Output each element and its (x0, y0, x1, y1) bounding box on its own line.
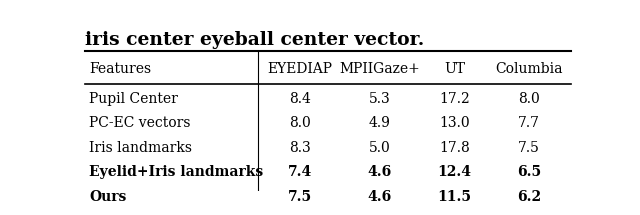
Text: PC-EC vectors: PC-EC vectors (89, 117, 191, 131)
Text: Ours: Ours (89, 190, 126, 204)
Text: 12.4: 12.4 (438, 166, 472, 180)
Text: Eyelid+Iris landmarks: Eyelid+Iris landmarks (89, 166, 263, 180)
Text: 7.5: 7.5 (288, 190, 312, 204)
Text: 4.9: 4.9 (369, 117, 391, 131)
Text: EYEDIAP: EYEDIAP (268, 62, 333, 76)
Text: Pupil Center: Pupil Center (89, 92, 178, 106)
Text: 6.5: 6.5 (517, 166, 541, 180)
Text: 8.3: 8.3 (289, 141, 311, 155)
Text: 7.7: 7.7 (518, 117, 540, 131)
Text: MPIIGaze+: MPIIGaze+ (339, 62, 420, 76)
Text: 11.5: 11.5 (438, 190, 472, 204)
Text: iris center eyeball center vector.: iris center eyeball center vector. (85, 31, 424, 49)
Text: 13.0: 13.0 (439, 117, 470, 131)
Text: 4.6: 4.6 (368, 190, 392, 204)
Text: 7.4: 7.4 (288, 166, 312, 180)
Text: 8.4: 8.4 (289, 92, 311, 106)
Text: Features: Features (89, 62, 151, 76)
Text: 8.0: 8.0 (518, 92, 540, 106)
Text: 17.8: 17.8 (439, 141, 470, 155)
Text: 8.0: 8.0 (289, 117, 311, 131)
Text: 5.0: 5.0 (369, 141, 390, 155)
Text: Columbia: Columbia (495, 62, 563, 76)
Text: 7.5: 7.5 (518, 141, 540, 155)
Text: 4.6: 4.6 (368, 166, 392, 180)
Text: UT: UT (444, 62, 465, 76)
Text: Iris landmarks: Iris landmarks (89, 141, 192, 155)
Text: 6.2: 6.2 (517, 190, 541, 204)
Text: 17.2: 17.2 (439, 92, 470, 106)
Text: 5.3: 5.3 (369, 92, 390, 106)
